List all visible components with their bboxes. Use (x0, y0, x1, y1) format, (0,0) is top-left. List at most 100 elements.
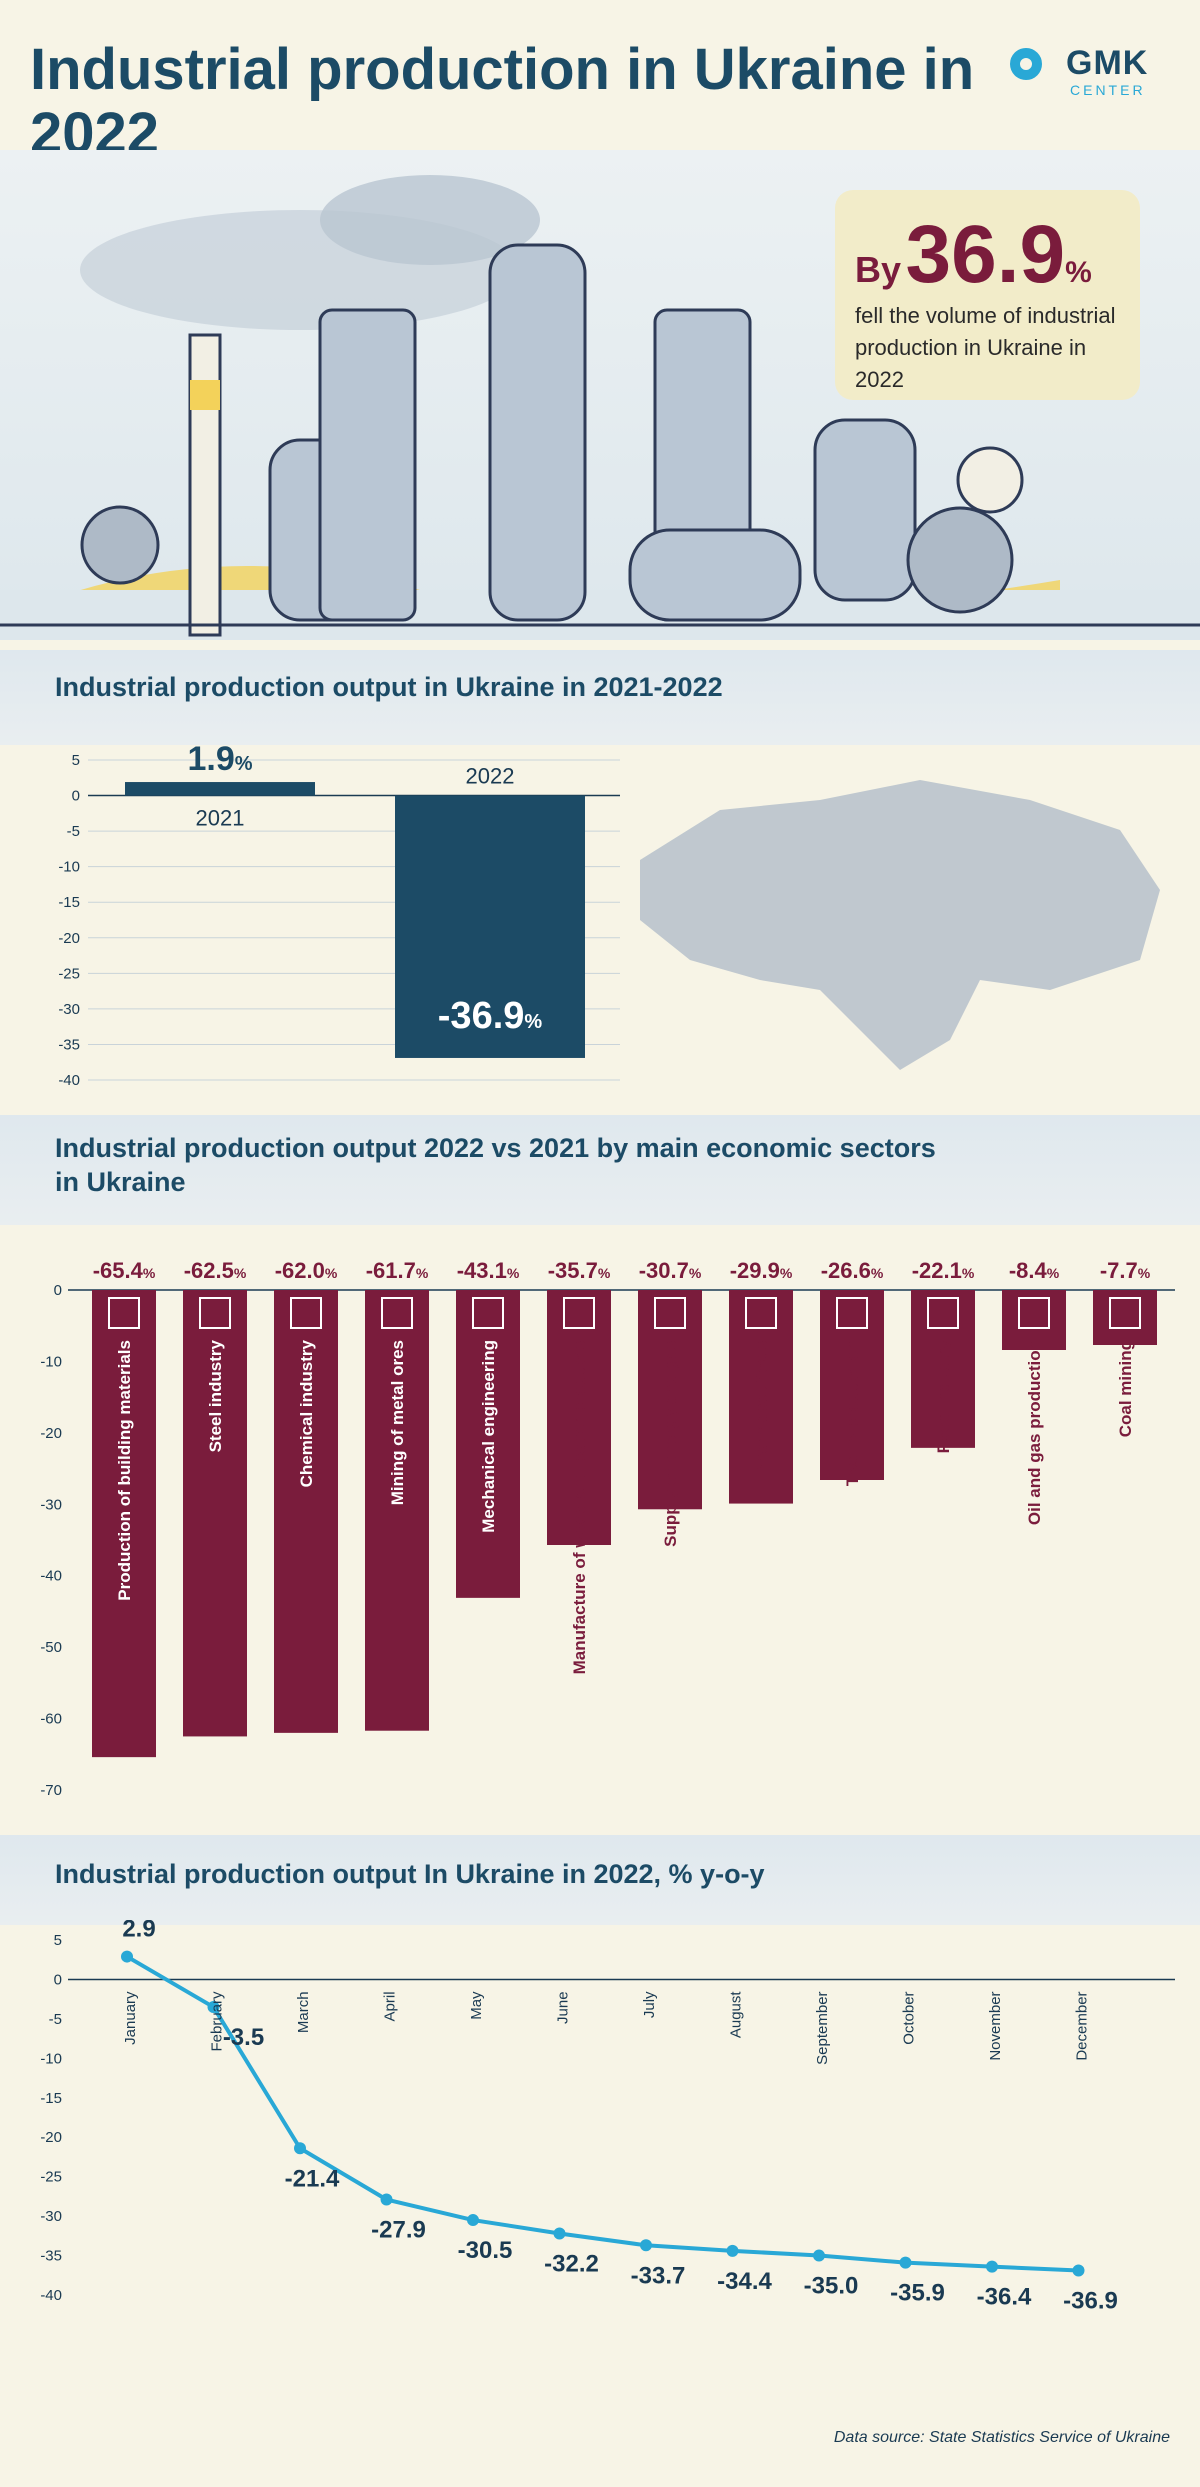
data-label-unit: % (524, 1011, 542, 1033)
data-label-unit: % (143, 1265, 156, 1281)
data-label: -30.7% (639, 1258, 702, 1283)
headline-stat-description: fell the volume of industrial production… (855, 303, 1116, 392)
headline-stat-callout: By 36.9% fell the volume of industrial p… (835, 190, 1140, 400)
sector-category-label: Coal mining (1116, 1340, 1135, 1437)
data-label: 1.9% (187, 740, 252, 778)
y-tick-label: -40 (40, 1568, 62, 1585)
sector-icon (1018, 1297, 1050, 1329)
sector-icon (108, 1297, 140, 1329)
headline-stat: By 36.9% (855, 208, 1092, 302)
data-label: -22.1% (912, 1258, 975, 1283)
logo-main-text: GMK (1066, 44, 1149, 82)
data-label-unit: % (416, 1265, 429, 1281)
y-tick-label: -35 (58, 1036, 80, 1053)
sector-category-label: Manufacture of wood and paper products (570, 1340, 589, 1674)
factory-illustration (0, 175, 1200, 640)
data-label: -35.9 (890, 2280, 945, 2307)
sector-icon (381, 1297, 413, 1329)
data-label: -35.0 (804, 2273, 859, 2300)
sector-bar (820, 1290, 884, 1480)
data-label: -36.4 (977, 2284, 1032, 2311)
sector-icon (199, 1297, 231, 1329)
data-label: 2.9 (122, 1920, 155, 1943)
y-tick-label: -50 (40, 1639, 62, 1656)
sector-category-label: Pharmaceuticals (752, 1340, 771, 1475)
section-3-header: Industrial production output In Ukraine … (0, 1835, 1200, 1925)
y-tick-label: -10 (58, 859, 80, 876)
data-point (121, 1950, 133, 1963)
sector-bar (92, 1290, 156, 1758)
data-point (726, 2244, 739, 2257)
y-tick-label: 0 (72, 788, 80, 805)
y-tick-label: 0 (54, 1971, 62, 1988)
data-label: -27.9 (371, 2217, 426, 2244)
y-tick-label: -25 (40, 2169, 62, 2186)
data-source-note: Data source: State Statistics Service of… (833, 2429, 1170, 2446)
monthly-output-line-chart: 5 0 -5 -10 -15 -20 -25 -30 -35 -40 January 2.9 Febru… (40, 1920, 1175, 2315)
data-label: -61.7% (366, 1258, 429, 1283)
page-title: Industrial production in Ukraine in 2022 (30, 37, 975, 166)
sector-category-label: Steel industry (206, 1339, 225, 1452)
sector-category-label: Oil and gas production (1025, 1340, 1044, 1525)
data-label: -30.5 (458, 2237, 513, 2264)
data-label: -65.4% (93, 1258, 156, 1283)
data-label-unit: % (871, 1265, 884, 1281)
data-label-unit: % (780, 1265, 793, 1281)
sector-bar (456, 1290, 520, 1598)
data-point (467, 2214, 479, 2227)
data-point (294, 2142, 306, 2155)
headline-stat-prefix: By (855, 249, 902, 290)
month-label: November (987, 1991, 1004, 2060)
category-label: 2022 (466, 764, 515, 789)
sector-bar (274, 1290, 338, 1733)
data-label-unit: % (689, 1265, 702, 1281)
sector-category-label: Chemical industry (297, 1339, 316, 1487)
y-tick-label: -60 (40, 1711, 62, 1728)
month-label: April (382, 1991, 399, 2021)
chart-1-title: Industrial production output in Ukraine … (55, 672, 723, 702)
gmk-logo: GMK CENTER (1010, 42, 1170, 102)
data-label-unit: % (1047, 1265, 1060, 1281)
y-tick-label: -20 (40, 1425, 62, 1442)
data-label: -33.7 (631, 2262, 686, 2289)
data-label: -3.5 (223, 2024, 264, 2051)
month-label: December (1074, 1991, 1091, 2060)
sector-category-label: Supply of energy and gas (661, 1340, 680, 1547)
month-label: March (295, 1991, 312, 2033)
bar-2022 (395, 795, 585, 1058)
sector-bar (729, 1290, 793, 1504)
data-label-unit: % (598, 1265, 611, 1281)
logo-ring-icon (1010, 48, 1042, 80)
sector-category-label: Production of building materials (115, 1340, 134, 1601)
data-point (986, 2260, 998, 2273)
month-label: July (641, 1991, 658, 2018)
data-label: -34.4 (717, 2268, 772, 2295)
month-label: January (122, 1991, 139, 2045)
data-label-unit: % (235, 753, 253, 775)
data-label: -36.9 (1063, 2288, 1118, 2315)
section-2-header: Industrial production output 2022 vs 202… (0, 1115, 1200, 1225)
month-label: September (814, 1991, 831, 2064)
y-tick-label: -30 (40, 1496, 62, 1513)
y-tick-label: -70 (40, 1782, 62, 1799)
sector-bar (911, 1290, 975, 1448)
data-label-unit: % (1138, 1265, 1151, 1281)
section-1-header: Industrial production output in Ukraine … (0, 650, 1200, 745)
data-label: -8.4% (1009, 1258, 1060, 1283)
y-tick-label: -40 (58, 1072, 80, 1089)
data-label: -43.1% (457, 1258, 520, 1283)
sector-category-label: Mining of metal ores (388, 1340, 407, 1505)
month-label: August (728, 1991, 745, 2039)
data-point (640, 2239, 652, 2252)
sector-icon (472, 1297, 504, 1329)
data-label: -29.9% (730, 1258, 793, 1283)
data-point (380, 2193, 393, 2206)
data-label: -26.6% (821, 1258, 884, 1283)
y-tick-label: 0 (54, 1282, 62, 1299)
sector-icon (927, 1297, 959, 1329)
y-tick-label: 5 (54, 1932, 62, 1949)
sector-icon (836, 1297, 868, 1329)
sector-category-label: Textile production (843, 1340, 862, 1486)
month-label: February (209, 1991, 226, 2052)
headline-stat-value: 36.9 (905, 209, 1066, 300)
